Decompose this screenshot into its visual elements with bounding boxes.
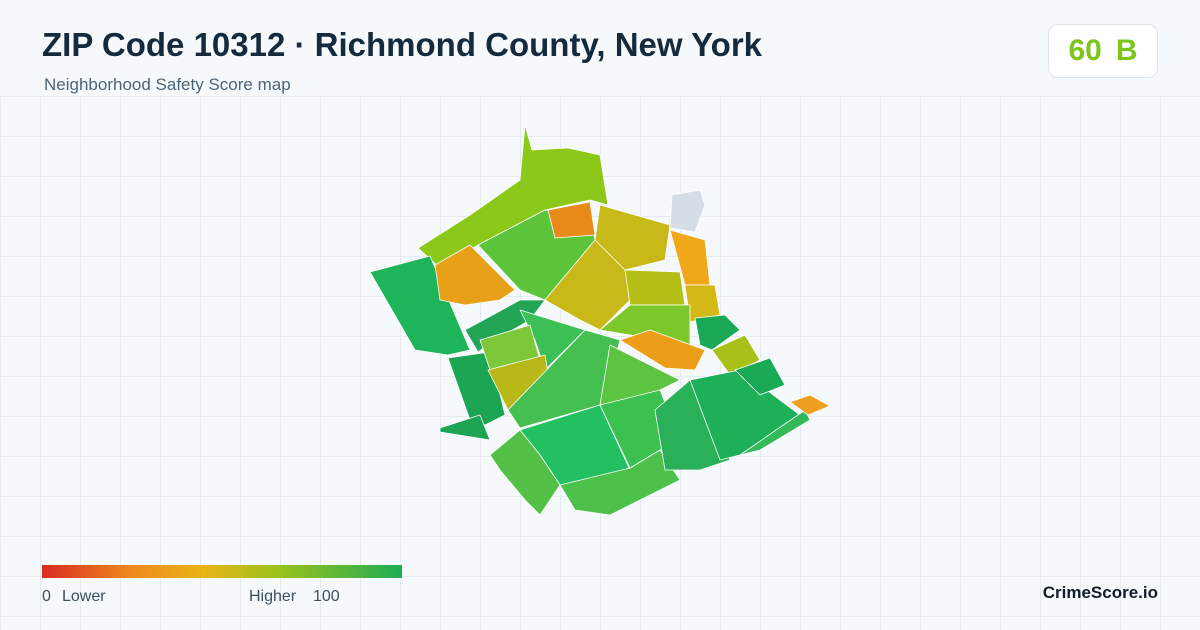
- area: [594, 204, 671, 271]
- area: [734, 357, 786, 396]
- area: [694, 314, 741, 351]
- header: ZIP Code 10312 · Richmond County, New Yo…: [0, 0, 1200, 96]
- area: [434, 244, 516, 306]
- subtitle: Neighborhood Safety Score map: [44, 75, 291, 94]
- grade: B: [1115, 34, 1138, 67]
- area: [369, 255, 471, 356]
- area: [547, 201, 596, 239]
- area: [654, 379, 731, 471]
- legend-max: 100: [313, 588, 340, 605]
- score-badge: 60 B: [1048, 24, 1158, 78]
- area: [619, 329, 706, 371]
- area: [739, 409, 811, 456]
- legend-gradient: [42, 565, 402, 578]
- title: ZIP Code 10312 · Richmond County, New Yo…: [42, 26, 763, 63]
- legend-max-label: Higher: [249, 588, 297, 605]
- area: [439, 414, 491, 441]
- area: [711, 334, 761, 376]
- legend-min: 0: [42, 588, 51, 605]
- brand: CrimeScore.io: [1042, 583, 1158, 602]
- area: [624, 269, 686, 306]
- area: [489, 429, 561, 516]
- score: 60: [1068, 34, 1102, 67]
- no-data-area: [669, 189, 706, 233]
- area: [789, 394, 831, 416]
- legend-min-label: Lower: [62, 588, 106, 605]
